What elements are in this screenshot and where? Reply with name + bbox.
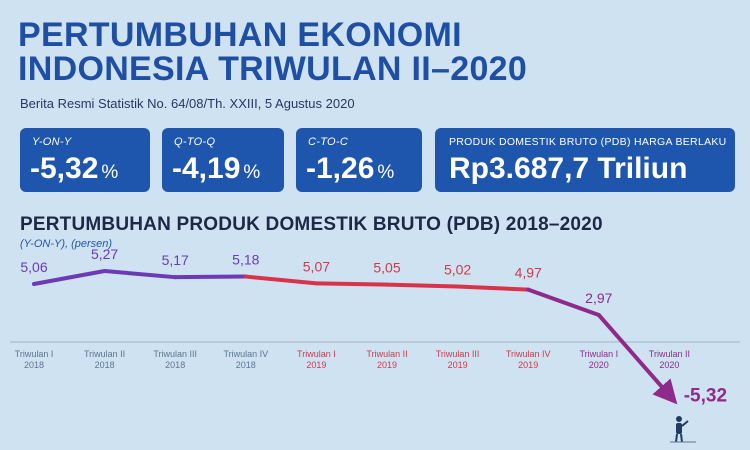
stat-ctoc-label: C-TO-C [308,136,349,148]
data-label-5: 5,07 [303,258,330,274]
tick-label-3: Triwulan III 2018 [153,349,197,370]
stat-pdb: PRODUK DOMESTIK BRUTO (PDB) HARGA BERLAK… [435,128,735,192]
data-label-1: 5,06 [20,259,47,275]
stat-pdb-value: Rp3.687,7 Triliun [449,152,688,185]
stat-qtoq: Q-TO-Q -4,19% [162,128,284,192]
series-segment-4 [243,274,319,286]
subtitle: Berita Resmi Statistik No. 64/08/Th. XXI… [20,96,355,111]
stat-qtoq-value: -4,19 [172,152,241,185]
series-segment-2 [102,268,178,280]
series-segment-8 [526,287,601,317]
stat-qtoq-unit: % [243,162,261,183]
tick-label-1: Triwulan I 2018 [15,349,54,370]
stat-ctoc-value: -1,26 [306,152,375,185]
person-icon [670,416,696,443]
data-label-2: 5,27 [91,246,118,262]
stat-yoy: Y-ON-Y -5,32% [20,128,150,192]
tick-label-10: Triwulan II 2020 [649,349,690,370]
stat-qtoq-label: Q-TO-Q [174,136,216,148]
stat-pdb-label: PRODUK DOMESTIK BRUTO (PDB) HARGA BERLAK… [449,136,727,148]
tick-label-4: Triwulan IV 2018 [223,349,268,370]
tick-label-7: Triwulan III 2019 [436,349,480,370]
chart-title: PERTUMBUHAN PRODUK DOMESTIK BRUTO (PDB) … [20,214,603,235]
chart-ylabel: (Y-ON-Y), (persen) [20,238,113,250]
series-segment-1 [32,268,107,286]
data-label-7: 5,02 [444,261,471,277]
data-label-10: -5,32 [684,385,727,406]
data-label-9: 2,97 [585,290,612,306]
series-segment-9 [596,313,678,405]
series-segment-7 [455,284,531,292]
tick-label-5: Triwulan I 2019 [297,349,336,370]
series-segment-6 [385,282,460,289]
data-label-8: 4,97 [515,265,542,281]
stat-yoy-label: Y-ON-Y [32,136,72,148]
series-segment-5 [314,281,389,287]
data-label-3: 5,17 [162,252,189,268]
data-label-4: 5,18 [232,252,259,268]
stat-ctoc-unit: % [377,162,395,183]
tick-label-6: Triwulan II 2019 [366,349,407,370]
title-line-2: INDONESIA TRIWULAN II–2020 [18,50,528,88]
title: PERTUMBUHAN EKONOMI INDONESIA TRIWULAN I… [18,18,527,86]
tick-label-9: Triwulan I 2020 [579,349,618,370]
stat-yoy-value: -5,32 [30,152,99,185]
data-label-6: 5,05 [373,260,400,276]
stat-yoy-unit: % [101,162,119,183]
tick-label-2: Triwulan II 2018 [84,349,125,370]
series-segment-3 [173,274,248,280]
tick-label-8: Triwulan IV 2019 [506,349,551,370]
stat-ctoc: C-TO-C -1,26% [296,128,422,192]
title-line-1: PERTUMBUHAN EKONOMI [18,16,462,54]
